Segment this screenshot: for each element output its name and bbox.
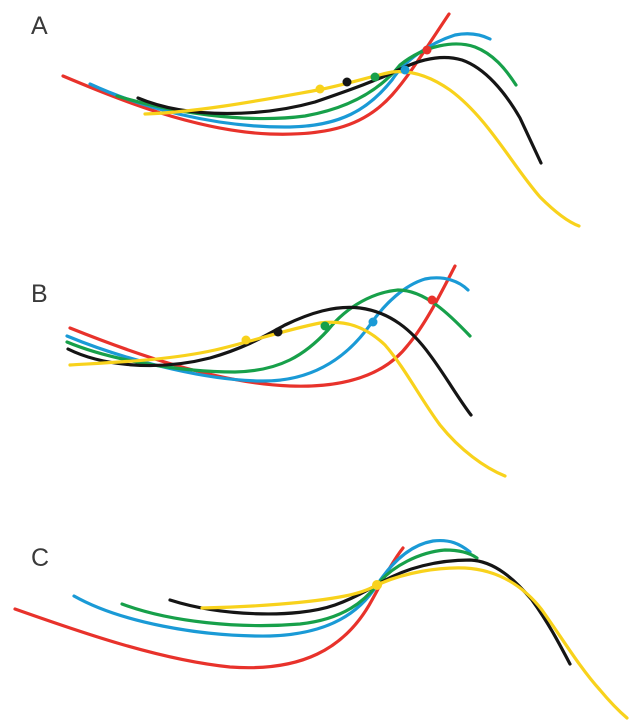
panel-a: A <box>31 12 581 228</box>
panel-a-marker-blue <box>400 65 410 75</box>
panel-a-label: A <box>31 12 48 40</box>
panel-b-marker-red <box>427 295 437 305</box>
panel-a-curve-yellow <box>143 70 581 228</box>
panel-c-curve-green <box>120 548 479 628</box>
panel-a-marker-red <box>422 45 432 55</box>
panel-c-label: C <box>31 544 49 572</box>
panel-a-curve-red <box>61 12 451 136</box>
panel-c: C <box>13 538 629 720</box>
panel-a-curve-green <box>115 42 518 121</box>
panel-b-marker-yellow <box>241 335 251 345</box>
panel-b-marker-blue <box>368 317 378 327</box>
panel-a-marker-yellow <box>315 84 325 94</box>
panel-b-curve-red <box>68 264 457 388</box>
panel-b-marker-green <box>320 321 330 331</box>
panel-b-curve-black <box>66 305 473 417</box>
panel-a-marker-black <box>342 77 352 87</box>
panel-a-curve-blue <box>88 32 492 129</box>
panel-a-marker-green <box>370 72 380 82</box>
panel-c-curve-yellow <box>200 566 629 720</box>
panel-b-curve-yellow <box>68 320 507 478</box>
panel-c-curve-blue <box>72 538 472 638</box>
panel-b-marker-black <box>273 327 283 337</box>
panel-a-curve-black <box>136 56 543 165</box>
panel-b-label: B <box>31 280 48 308</box>
panel-b: B <box>31 264 507 478</box>
panel-c-curve-black <box>168 558 572 666</box>
panel-c-marker-yellow <box>372 580 382 590</box>
